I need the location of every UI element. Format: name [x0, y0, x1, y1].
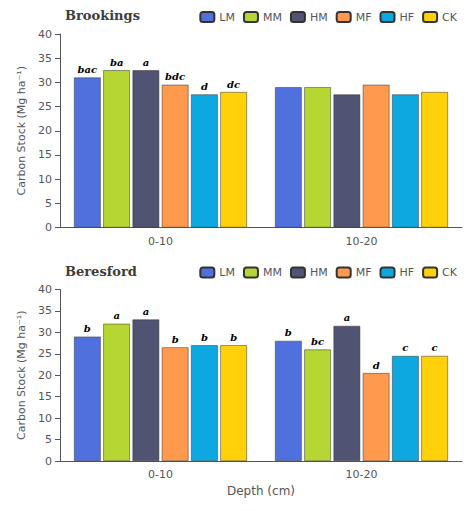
svg-text:35: 35 — [38, 52, 52, 65]
svg-text:25: 25 — [38, 347, 52, 360]
svg-text:MF: MF — [356, 266, 372, 279]
svg-text:30: 30 — [38, 326, 52, 339]
svg-text:15: 15 — [38, 148, 52, 161]
svg-text:b: b — [201, 332, 208, 343]
svg-text:35: 35 — [38, 304, 52, 317]
svg-text:dc: dc — [227, 79, 240, 90]
svg-text:d: d — [201, 81, 208, 92]
svg-text:10-20: 10-20 — [346, 235, 378, 248]
svg-text:40: 40 — [38, 283, 52, 296]
svg-text:Depth (cm): Depth (cm) — [227, 484, 295, 498]
svg-text:CK: CK — [442, 266, 458, 279]
svg-text:5: 5 — [45, 197, 52, 210]
svg-text:d: d — [373, 360, 380, 371]
svg-text:0-10: 0-10 — [148, 468, 173, 481]
svg-text:bdc: bdc — [165, 71, 185, 82]
svg-text:10: 10 — [38, 173, 52, 186]
svg-text:b: b — [285, 327, 292, 338]
svg-text:0: 0 — [45, 455, 52, 468]
svg-text:bac: bac — [78, 64, 98, 75]
svg-text:5: 5 — [45, 433, 52, 446]
svg-text:10: 10 — [38, 412, 52, 425]
svg-text:b: b — [172, 334, 179, 345]
svg-text:20: 20 — [38, 369, 52, 382]
svg-text:ba: ba — [110, 57, 123, 68]
svg-text:b: b — [84, 323, 91, 334]
svg-text:c: c — [402, 342, 408, 353]
svg-text:25: 25 — [38, 100, 52, 113]
svg-text:HM: HM — [310, 266, 328, 279]
svg-text:LM: LM — [219, 11, 235, 24]
svg-text:30: 30 — [38, 76, 52, 89]
svg-text:c: c — [432, 342, 438, 353]
svg-text:a: a — [143, 306, 149, 317]
svg-text:Brookings: Brookings — [65, 8, 140, 23]
svg-text:Carbon Stock (Mg ha⁻¹): Carbon Stock (Mg ha⁻¹) — [15, 310, 28, 440]
svg-text:0-10: 0-10 — [148, 235, 173, 248]
svg-text:Beresford: Beresford — [65, 264, 137, 279]
svg-text:10-20: 10-20 — [346, 468, 378, 481]
svg-text:LM: LM — [219, 266, 235, 279]
svg-text:40: 40 — [38, 28, 52, 41]
svg-text:CK: CK — [442, 11, 458, 24]
svg-text:0: 0 — [45, 221, 52, 234]
svg-text:a: a — [143, 57, 149, 68]
svg-text:HM: HM — [310, 11, 328, 24]
svg-text:15: 15 — [38, 390, 52, 403]
svg-text:MF: MF — [356, 11, 372, 24]
svg-text:MM: MM — [263, 266, 282, 279]
svg-text:20: 20 — [38, 124, 52, 137]
svg-text:a: a — [344, 312, 350, 323]
svg-text:bc: bc — [311, 336, 324, 347]
svg-text:HF: HF — [400, 266, 415, 279]
svg-text:a: a — [113, 310, 119, 321]
svg-text:HF: HF — [400, 11, 415, 24]
svg-text:MM: MM — [263, 11, 282, 24]
svg-text:b: b — [230, 332, 237, 343]
svg-text:Carbon Stock (Mg ha⁻¹): Carbon Stock (Mg ha⁻¹) — [15, 66, 28, 196]
